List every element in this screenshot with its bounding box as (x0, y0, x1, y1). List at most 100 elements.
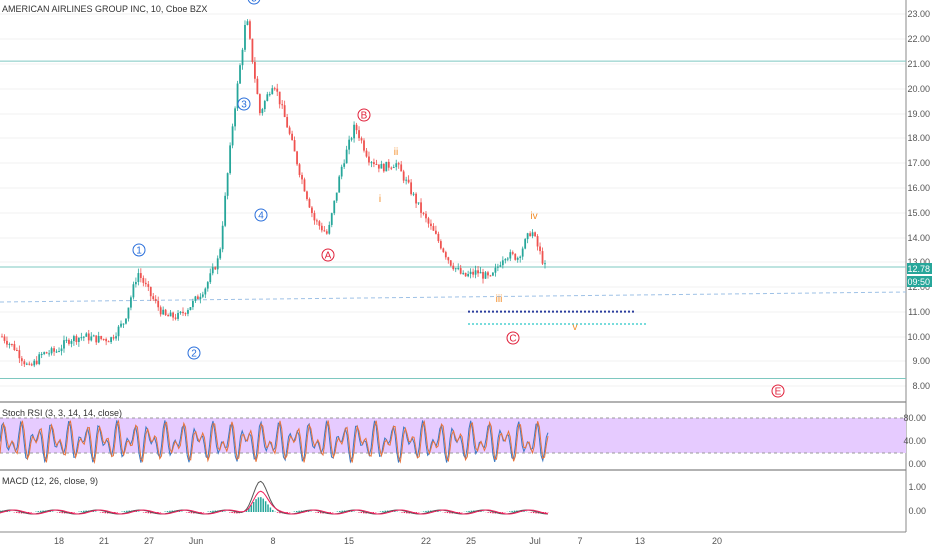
candle-body (92, 335, 95, 337)
candle-body (256, 78, 259, 95)
price-tick: 21.00 (907, 59, 930, 69)
candle-body (266, 94, 269, 101)
candle-body (249, 21, 251, 39)
candle-body (139, 273, 142, 278)
candle-body (127, 307, 130, 319)
horizontal-levels (0, 60, 907, 380)
candle-body (201, 294, 204, 297)
candle-body (363, 140, 365, 151)
candle-body (407, 179, 410, 183)
candle-body (534, 232, 536, 237)
candle-body (55, 351, 58, 353)
candle-body (335, 192, 338, 201)
candle-body (385, 161, 388, 172)
price-tick: 13.00 (907, 257, 930, 267)
candle-body (73, 336, 75, 342)
wave-label-e-circle (771, 384, 785, 398)
candle-body (348, 139, 351, 150)
candle-body (474, 270, 477, 275)
candle-body (231, 126, 234, 146)
wave-label-5: 5 (251, 0, 257, 5)
wave-label-a-circle (321, 248, 335, 262)
candle-body (196, 296, 199, 300)
candle-body (504, 259, 507, 261)
candle-body (487, 272, 489, 276)
candle-body (236, 83, 239, 109)
candle-body (137, 273, 140, 283)
candle-body (521, 248, 524, 257)
candle-body (447, 257, 450, 261)
last-price-text: 12.78 (907, 264, 930, 274)
candle-body (60, 348, 63, 352)
candle-body (514, 253, 517, 260)
candle-body (303, 179, 306, 192)
candle-body (263, 100, 266, 110)
candle-body (313, 213, 316, 221)
candle-body (392, 167, 395, 169)
candle-body (405, 179, 408, 181)
candle-body (194, 296, 197, 301)
candle-body (177, 313, 179, 319)
candle-body (149, 286, 152, 297)
candle-body (499, 265, 502, 267)
candle-body (293, 140, 296, 152)
candle-body (50, 348, 53, 354)
candle-body (15, 350, 18, 352)
candle-body (350, 138, 353, 140)
candle-body (311, 207, 313, 214)
candle-body (484, 272, 487, 279)
time-tick: 7 (577, 536, 582, 546)
candle-body (18, 350, 21, 359)
candle-body (254, 61, 256, 79)
price-tick: 18.00 (907, 133, 930, 143)
price-tick: 15.00 (907, 208, 930, 218)
candle-body (370, 162, 373, 164)
candle-body (23, 361, 26, 365)
candle-body (80, 337, 83, 339)
wave-label-4-circle (254, 208, 268, 222)
candle-body (209, 273, 212, 283)
candle-body (340, 166, 343, 177)
macd-tick: 1.00 (908, 482, 926, 492)
candle-body (40, 354, 43, 356)
candle-body (529, 233, 532, 237)
macd-line (0, 480, 549, 515)
candle-body (35, 360, 38, 364)
candle-body (427, 218, 430, 224)
candle-body (261, 109, 264, 114)
candle-body (95, 335, 98, 343)
wave-label-3-circle (237, 97, 251, 111)
candle-body (125, 318, 127, 324)
candle-body (315, 220, 318, 222)
candle-body (296, 151, 298, 165)
candle-body (457, 268, 460, 270)
trend-line (0, 291, 907, 303)
candle-body (154, 299, 157, 301)
price-tick: 17.00 (907, 158, 930, 168)
candle-body (122, 323, 125, 325)
candle-body (439, 241, 442, 249)
candle-body (226, 173, 229, 196)
candle-body (509, 252, 512, 259)
candle-body (467, 274, 470, 277)
candle-body (325, 231, 328, 234)
candle-body (330, 213, 333, 225)
stoch-band (0, 418, 906, 453)
candle-body (449, 260, 452, 266)
candle-body (489, 275, 492, 277)
candle-body (531, 232, 534, 237)
countdown-badge (907, 276, 932, 287)
candle-body (415, 193, 417, 204)
price-tick: 14.00 (907, 233, 930, 243)
candle-body (368, 156, 370, 163)
candle-body (397, 163, 400, 165)
price-tick: 23.00 (907, 9, 930, 19)
candle-body (105, 338, 108, 342)
candle-body (273, 88, 276, 90)
candle-body (271, 88, 274, 95)
candle-body (162, 309, 165, 315)
candle-body (526, 233, 529, 240)
candle-body (38, 354, 41, 364)
price-tick: 16.00 (907, 183, 930, 193)
